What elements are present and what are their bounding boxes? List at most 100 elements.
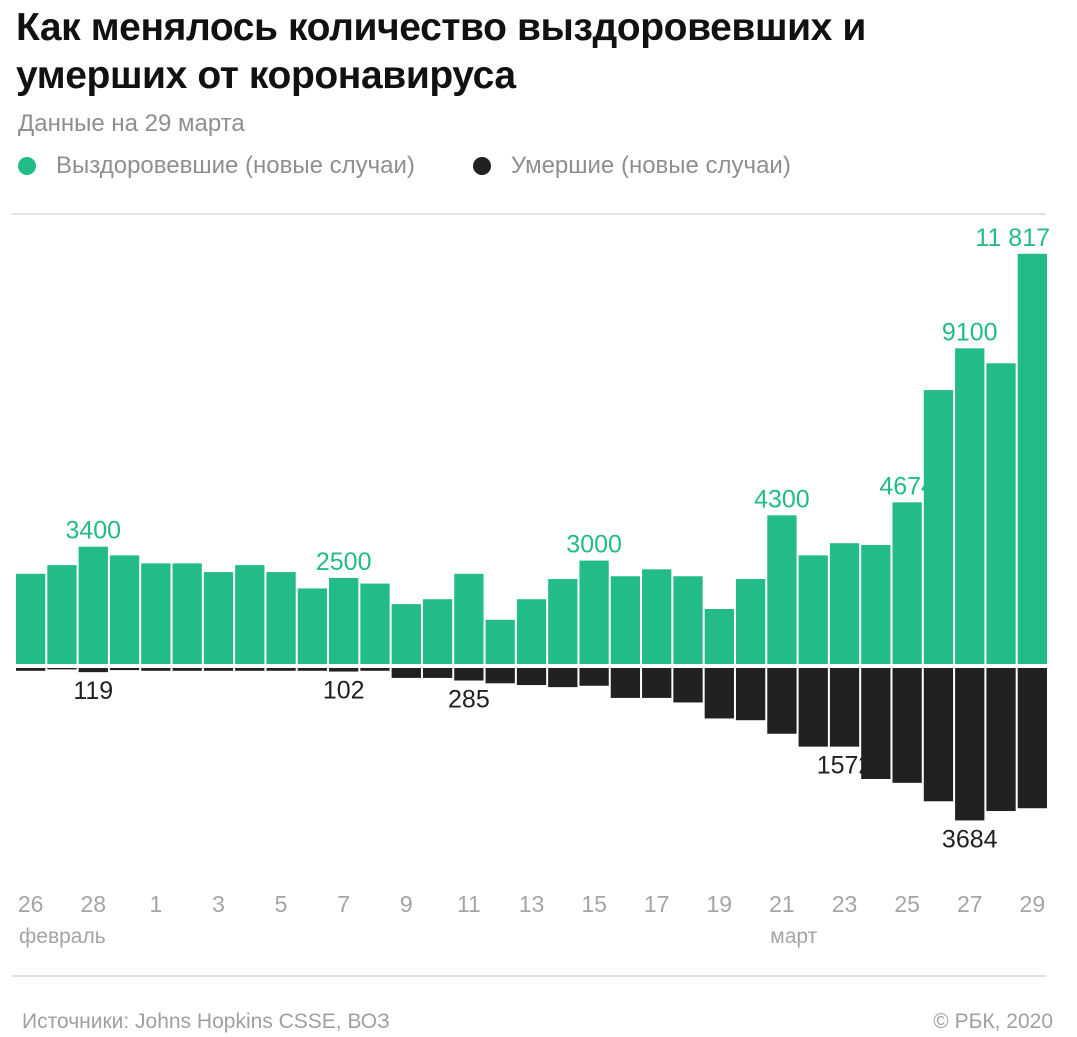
bottom-divider xyxy=(12,975,1046,977)
recovered-bar xyxy=(47,565,77,665)
deaths-bar xyxy=(422,668,453,678)
deaths-bar xyxy=(610,668,641,698)
recovered-bar xyxy=(172,563,202,665)
deaths-bar xyxy=(391,668,421,678)
recovered-bar xyxy=(861,544,891,665)
recovered-bar xyxy=(360,583,390,665)
x-tick-label: 17 xyxy=(644,891,670,917)
legend-dot-deaths xyxy=(472,157,491,175)
deaths-bar xyxy=(861,668,891,780)
recovered-data-label: 4300 xyxy=(754,485,810,513)
recovered-bar xyxy=(579,560,609,665)
x-tick-label: 15 xyxy=(581,891,607,917)
recovered-bar xyxy=(422,599,453,665)
recovered-bar xyxy=(203,572,234,665)
deaths-data-label: 119 xyxy=(73,677,113,705)
recovered-bar xyxy=(829,543,860,665)
recovered-data-label: 9100 xyxy=(942,318,998,346)
legend-label-recovered: Выздоровевшие (новые случаи) xyxy=(56,152,415,179)
sources-note: Источники: Johns Hopkins CSSE, ВОЗ xyxy=(22,1010,390,1033)
recovered-bar xyxy=(516,599,547,665)
recovered-data-label: 3400 xyxy=(65,517,121,545)
deaths-bar xyxy=(360,668,390,671)
x-tick-label: 25 xyxy=(894,891,920,917)
x-tick-label: 19 xyxy=(707,891,733,917)
recovered-bar xyxy=(329,578,359,665)
deaths-bar xyxy=(141,668,171,671)
recovered-bar xyxy=(735,579,766,665)
recovered-bar xyxy=(109,555,140,665)
copyright-note: © РБК, 2020 xyxy=(933,1010,1053,1033)
x-tick-label: 27 xyxy=(957,891,983,917)
recovered-bar xyxy=(485,619,515,665)
deaths-bar xyxy=(923,668,954,802)
deaths-bar xyxy=(986,668,1016,812)
x-tick-label: 11 xyxy=(457,891,481,917)
recovered-bar xyxy=(923,390,954,665)
deaths-bar xyxy=(735,668,766,721)
deaths-bar xyxy=(829,668,860,747)
recovered-bar xyxy=(1017,253,1047,665)
legend-item-recovered: Выздоровевшие (новые случаи) xyxy=(18,152,415,180)
deaths-bar xyxy=(47,668,77,670)
month-label: февраль xyxy=(19,925,106,948)
x-tick-label: 3 xyxy=(212,891,225,917)
legend-item-deaths: Умершие (новые случаи) xyxy=(472,152,791,180)
deaths-bar xyxy=(235,668,265,671)
x-tick-label: 9 xyxy=(400,891,413,917)
x-tick-label: 1 xyxy=(149,891,162,917)
recovered-bar xyxy=(892,502,922,665)
recovered-bar xyxy=(16,573,46,665)
recovered-bar xyxy=(642,569,672,665)
deaths-bar xyxy=(642,668,672,698)
top-divider xyxy=(12,213,1046,215)
deaths-bar xyxy=(203,668,234,671)
deaths-bar xyxy=(16,668,46,671)
deaths-bar xyxy=(485,668,515,684)
recovered-bar xyxy=(798,555,828,665)
recovered-bar xyxy=(78,546,108,665)
deaths-bar xyxy=(1017,668,1047,809)
deaths-data-label: 102 xyxy=(323,677,365,705)
deaths-bar xyxy=(329,668,359,672)
deaths-bar xyxy=(955,668,985,821)
recovered-bar xyxy=(986,363,1016,665)
x-tick-label: 28 xyxy=(80,891,106,917)
x-tick-label: 5 xyxy=(275,891,288,917)
x-tick-label: 13 xyxy=(519,891,545,917)
recovered-data-label: 2500 xyxy=(316,548,372,576)
x-tick-label: 26 xyxy=(18,891,44,917)
legend: Выздоровевшие (новые случаи) Умершие (но… xyxy=(18,152,791,180)
deaths-data-label: 1572 xyxy=(817,752,873,780)
deaths-bar xyxy=(78,668,108,673)
deaths-bar xyxy=(109,668,140,671)
recovered-data-label: 4674 xyxy=(879,472,935,500)
recovered-bar xyxy=(548,579,578,665)
recovered-bar xyxy=(955,348,985,665)
legend-dot-recovered xyxy=(18,157,36,175)
recovered-bar xyxy=(610,576,641,665)
recovered-bar xyxy=(391,604,421,665)
deaths-bar xyxy=(767,668,797,734)
deaths-bar xyxy=(892,668,922,783)
recovered-bar xyxy=(673,576,703,665)
deaths-bar xyxy=(172,668,202,671)
recovered-bar xyxy=(235,565,265,665)
x-tick-label: 23 xyxy=(832,891,858,917)
deaths-bar xyxy=(516,668,547,686)
deaths-bar xyxy=(266,668,296,671)
x-tick-label: 21 xyxy=(769,891,795,917)
legend-label-deaths: Умершие (новые случаи) xyxy=(510,152,791,179)
recovered-bar xyxy=(454,573,484,665)
recovered-bar xyxy=(767,515,797,665)
recovered-bar xyxy=(297,588,328,665)
recovered-data-label: 11 817 xyxy=(975,224,1050,252)
x-tick-label: 29 xyxy=(1020,891,1046,917)
recovered-bar xyxy=(266,572,296,665)
deaths-bar xyxy=(297,668,328,671)
deaths-bar xyxy=(454,668,484,681)
x-tick-label: 7 xyxy=(337,891,350,917)
deaths-bar xyxy=(548,668,578,688)
page-title: Как менялось количество выздоровевших и … xyxy=(16,6,866,97)
